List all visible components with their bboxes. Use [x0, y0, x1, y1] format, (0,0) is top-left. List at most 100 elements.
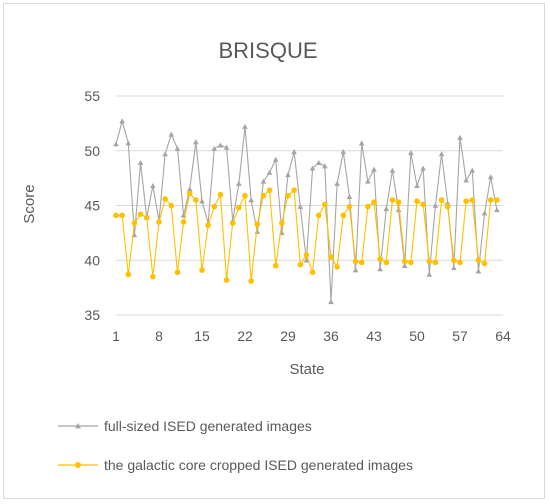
data-point [334, 264, 340, 270]
data-point [487, 174, 494, 180]
data-point [451, 265, 457, 271]
data-point [395, 199, 402, 206]
data-point [408, 259, 414, 266]
data-point [285, 192, 291, 199]
data-point [242, 192, 248, 199]
data-point [248, 197, 254, 203]
data-point [260, 192, 267, 199]
y-tick-label: 50 [84, 143, 100, 159]
data-point [211, 203, 218, 210]
data-point [322, 201, 328, 208]
data-point [457, 259, 463, 266]
data-point [137, 211, 144, 218]
data-point [315, 159, 322, 166]
data-point [444, 203, 451, 210]
data-point [315, 212, 322, 219]
data-point [463, 198, 469, 204]
legend-marker [75, 462, 81, 468]
data-point [309, 269, 316, 276]
data-point [260, 178, 267, 184]
x-axis-title: State [289, 361, 324, 378]
data-point [469, 197, 476, 203]
chart-title: BRISQUE [218, 38, 317, 63]
legend-marker [75, 423, 81, 429]
data-point [426, 271, 433, 277]
data-point [408, 150, 414, 156]
data-point [438, 151, 445, 157]
data-point [377, 256, 383, 262]
data-point [426, 258, 433, 265]
data-point [125, 140, 132, 146]
x-tick-label: 22 [237, 328, 253, 344]
data-point [463, 177, 469, 183]
y-tick-label: 35 [84, 307, 100, 323]
data-point [328, 254, 334, 260]
data-point [291, 187, 297, 193]
data-point [469, 167, 476, 173]
data-point [432, 202, 439, 208]
data-point [211, 145, 218, 151]
data-point [193, 139, 199, 145]
data-point [475, 268, 482, 274]
data-point [358, 140, 365, 146]
data-point [401, 262, 408, 268]
data-point [223, 144, 230, 150]
data-point [303, 257, 310, 263]
data-point [186, 190, 193, 197]
data-point [242, 123, 248, 129]
data-point [340, 149, 347, 155]
data-point [223, 277, 230, 283]
data-point [383, 259, 390, 266]
data-point [279, 220, 285, 226]
data-point [346, 203, 353, 210]
data-point [340, 212, 347, 219]
data-point [352, 267, 359, 273]
data-point [389, 167, 396, 173]
data-point [352, 258, 359, 265]
x-tick-labels: 1 8 15 22 29 36 43 50 57 64 [112, 328, 511, 344]
data-point [291, 149, 297, 155]
legend-item: full-sized ISED generated images [58, 418, 312, 434]
data-point [451, 257, 457, 264]
data-point [150, 182, 156, 189]
data-point [401, 258, 408, 265]
x-tick-label: 8 [155, 328, 163, 344]
data-point [125, 271, 132, 278]
data-point [236, 204, 242, 211]
data-point [193, 197, 199, 203]
data-point [383, 205, 390, 212]
data-point [254, 221, 261, 227]
data-point [205, 222, 211, 229]
x-tick-label: 50 [409, 328, 425, 344]
data-point [162, 151, 168, 157]
data-point [457, 134, 463, 140]
data-point [494, 207, 500, 213]
data-point [137, 159, 144, 166]
data-point [113, 212, 119, 219]
data-point [266, 187, 273, 193]
data-point [272, 262, 279, 269]
y-tick-label: 55 [84, 88, 100, 104]
data-point [371, 166, 377, 172]
data-point [168, 131, 175, 137]
data-point [438, 197, 445, 203]
x-tick-label: 15 [194, 328, 210, 344]
series-group [113, 118, 500, 305]
series-line [115, 119, 498, 302]
series-2 [113, 187, 500, 284]
data-point [131, 220, 138, 226]
data-point [266, 169, 273, 175]
data-point [481, 260, 488, 267]
legend-label: full-sized ISED generated images [104, 418, 312, 434]
x-tick-label: 57 [452, 328, 468, 344]
data-point [186, 186, 193, 192]
data-point [248, 278, 254, 284]
data-point [254, 228, 261, 235]
y-tick-labels: 35 40 45 50 55 [84, 88, 100, 323]
x-tick-label: 64 [495, 328, 511, 344]
x-tick-label: 1 [112, 328, 120, 344]
data-point [346, 193, 353, 199]
data-point [168, 202, 175, 209]
data-point [156, 219, 162, 225]
